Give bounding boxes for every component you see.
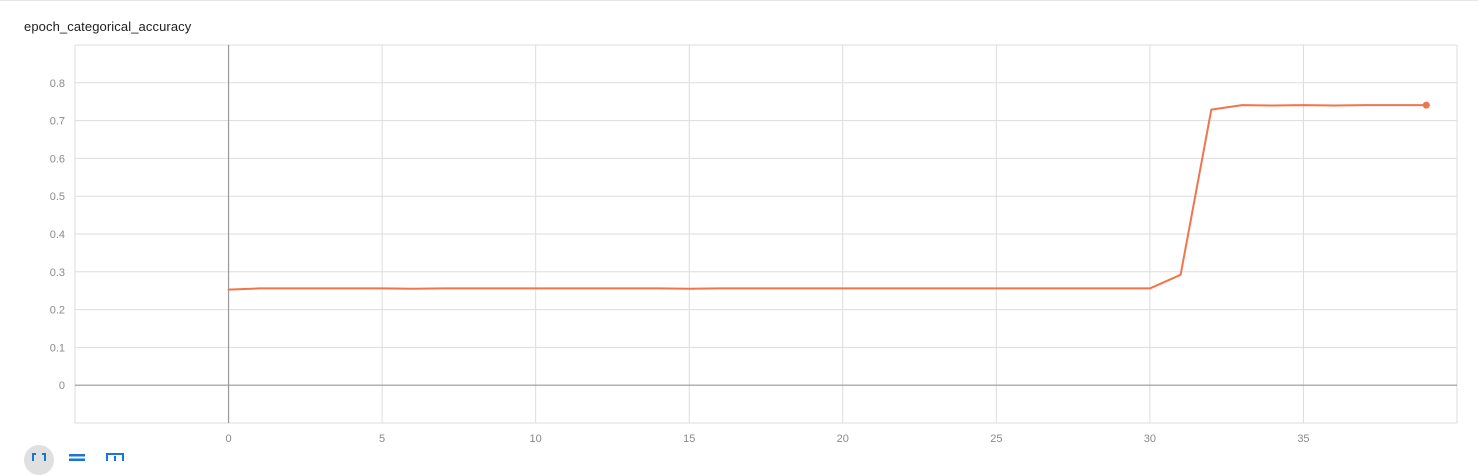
data-point bbox=[228, 289, 230, 291]
y-tick-label: 0.2 bbox=[50, 305, 65, 317]
data-point bbox=[1241, 104, 1243, 106]
axes bbox=[75, 45, 1457, 423]
y-tick-label: 0.5 bbox=[50, 191, 65, 203]
data-point bbox=[750, 287, 752, 289]
data-point bbox=[658, 287, 660, 289]
data-point bbox=[627, 287, 629, 289]
data-point bbox=[1210, 109, 1212, 111]
data-point bbox=[811, 287, 813, 289]
toggle-log-scale-icon bbox=[69, 454, 85, 461]
x-tick-label: 5 bbox=[379, 433, 385, 445]
x-tick-label: 35 bbox=[1297, 433, 1309, 445]
fit-domain-button[interactable] bbox=[24, 445, 54, 475]
data-point bbox=[320, 287, 322, 289]
x-tick-label: 30 bbox=[1144, 433, 1156, 445]
data-point bbox=[903, 287, 905, 289]
download-data-button[interactable] bbox=[100, 445, 130, 475]
x-tick-label: 10 bbox=[530, 433, 542, 445]
x-tick-label: 0 bbox=[225, 433, 231, 445]
data-point bbox=[1302, 104, 1304, 106]
data-point bbox=[995, 287, 997, 289]
x-tick-label: 25 bbox=[990, 433, 1002, 445]
chart-title: epoch_categorical_accuracy bbox=[24, 19, 192, 34]
y-tick-label: 0.7 bbox=[50, 116, 65, 128]
fit-domain-icon bbox=[32, 453, 46, 461]
data-point bbox=[688, 288, 690, 290]
download-data-icon bbox=[106, 453, 124, 461]
data-point bbox=[842, 287, 844, 289]
y-tick-label: 0 bbox=[59, 380, 65, 392]
tick-labels: 0 5 10 15 20 25 30 35 0 0.1 0.2 0.3 0.4 0.5 0.6 0.7 0.8 bbox=[50, 78, 1310, 445]
data-point bbox=[535, 287, 537, 289]
data-point bbox=[1180, 274, 1182, 276]
data-point bbox=[1026, 287, 1028, 289]
data-point bbox=[504, 287, 506, 289]
data-point bbox=[1395, 104, 1397, 106]
data-point bbox=[1149, 287, 1151, 289]
y-tick-label: 0.6 bbox=[50, 153, 65, 165]
data-point bbox=[350, 287, 352, 289]
data-point bbox=[934, 287, 936, 289]
grid-lines bbox=[74, 44, 1458, 424]
data-point bbox=[1087, 287, 1089, 289]
data-point bbox=[289, 287, 291, 289]
data-point bbox=[1118, 287, 1120, 289]
data-point bbox=[719, 287, 721, 289]
data-point bbox=[473, 287, 475, 289]
x-tick-label: 20 bbox=[837, 433, 849, 445]
data-point bbox=[965, 287, 967, 289]
y-tick-label: 0.4 bbox=[50, 229, 65, 241]
data-point bbox=[1364, 104, 1366, 106]
x-tick-label: 15 bbox=[683, 433, 695, 445]
series-line bbox=[227, 104, 1428, 291]
card-top-border bbox=[0, 0, 1478, 1]
data-point bbox=[872, 287, 874, 289]
data-point bbox=[443, 287, 445, 289]
y-tick-label: 0.1 bbox=[50, 342, 65, 354]
data-point bbox=[1272, 104, 1274, 106]
data-point bbox=[412, 288, 414, 290]
line-chart[interactable]: 0 5 10 15 20 25 30 35 0 0.1 0.2 0.3 0.4 0.5 0.6 0.7 0.8 bbox=[0, 0, 1478, 461]
series-layer bbox=[227, 101, 1430, 291]
data-point bbox=[1333, 104, 1335, 106]
toggle-log-scale-button[interactable] bbox=[62, 445, 92, 475]
data-point bbox=[565, 287, 567, 289]
series-end-marker bbox=[1422, 101, 1430, 109]
chart-toolbar bbox=[24, 445, 130, 475]
data-point bbox=[780, 287, 782, 289]
data-point bbox=[1057, 287, 1059, 289]
data-point bbox=[258, 287, 260, 289]
data-point bbox=[596, 287, 598, 289]
y-tick-label: 0.3 bbox=[50, 267, 65, 279]
data-point bbox=[381, 287, 383, 289]
y-tick-label: 0.8 bbox=[50, 78, 65, 90]
